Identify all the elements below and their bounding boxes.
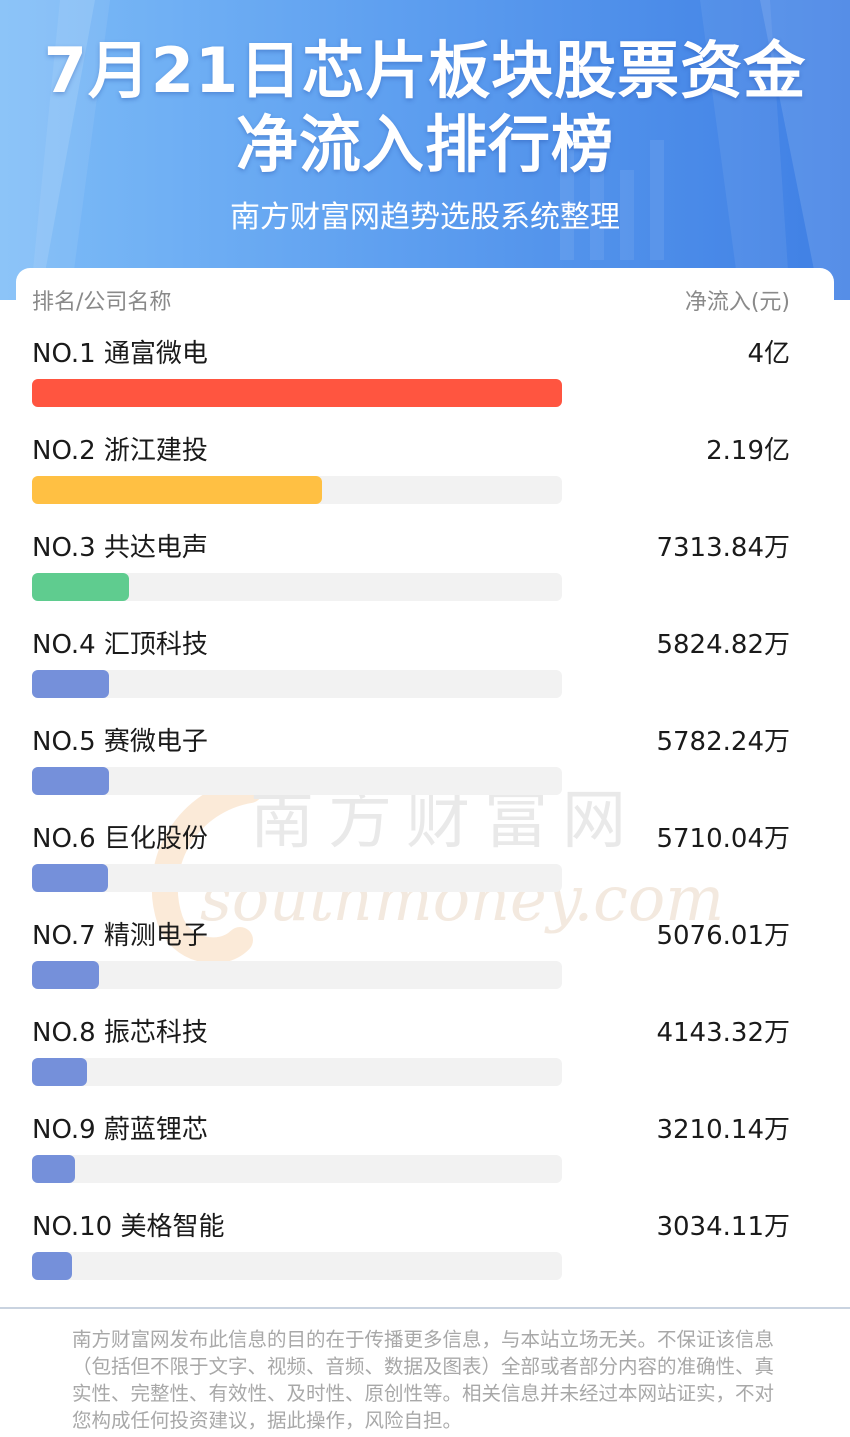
bar xyxy=(32,670,110,698)
bar-track xyxy=(32,379,562,407)
bar-category-label: NO.4 汇顶科技 xyxy=(32,630,208,660)
bar-track xyxy=(32,573,562,601)
bar xyxy=(32,767,109,795)
bar-value-label: 5076.01万 xyxy=(656,921,790,951)
bar-category-label: NO.5 赛微电子 xyxy=(32,727,208,757)
watermark-logo: 南方财富网 southmoney.com xyxy=(151,777,724,964)
bar-track xyxy=(32,670,562,698)
bar-track xyxy=(32,1252,562,1280)
bar xyxy=(32,1155,75,1183)
header-decoration xyxy=(0,0,850,300)
bar xyxy=(32,476,323,504)
bar-value-label: 5824.82万 xyxy=(656,630,790,660)
bar-track xyxy=(32,767,562,795)
footer-divider xyxy=(0,1307,850,1309)
bar-category-label: NO.8 振芯科技 xyxy=(32,1018,208,1048)
bar-category-label: NO.3 共达电声 xyxy=(32,533,208,563)
bar xyxy=(32,864,108,892)
column-header-rank-company: 排名/公司名称 xyxy=(32,290,172,315)
bar xyxy=(32,961,100,989)
bar-value-label: 4143.32万 xyxy=(656,1018,790,1048)
bar-category-label: NO.9 蔚蓝锂芯 xyxy=(32,1115,208,1145)
bar-track xyxy=(32,864,562,892)
disclaimer-text: 南方财富网发布此信息的目的在于传播更多信息，与本站立场无关。不保证该信息（包括但… xyxy=(72,1328,775,1432)
bar-track xyxy=(32,476,562,504)
bar-category-label: NO.6 巨化股份 xyxy=(32,824,208,854)
bar-track xyxy=(32,1155,562,1183)
bar-value-label: 4亿 xyxy=(747,339,790,369)
bar-value-label: 5710.04万 xyxy=(656,824,790,854)
bar-value-label: 7313.84万 xyxy=(656,533,790,563)
bar-value-label: 3210.14万 xyxy=(656,1115,790,1145)
column-header-net-inflow: 净流入(元) xyxy=(684,290,790,315)
bar xyxy=(32,1058,87,1086)
bar-value-label: 2.19亿 xyxy=(706,436,790,466)
header-banner: 7月21日芯片板块股票资金 净流入排行榜 南方财富网趋势选股系统整理 xyxy=(0,0,850,300)
page-title-line1: 7月21日芯片板块股票资金 xyxy=(43,34,807,107)
bar xyxy=(32,379,562,407)
bar-value-label: 3034.11万 xyxy=(656,1212,790,1242)
bar-category-label: NO.2 浙江建投 xyxy=(32,436,208,466)
bar-category-label: NO.7 精测电子 xyxy=(32,921,208,951)
page-title-line2: 净流入排行榜 xyxy=(235,108,614,181)
bar-track xyxy=(32,1058,562,1086)
bar xyxy=(32,573,129,601)
bar-value-label: 5782.24万 xyxy=(656,727,790,757)
bar xyxy=(32,1252,73,1280)
watermark-cn: 南方财富网 xyxy=(250,784,640,858)
bar-track xyxy=(32,961,562,989)
bar-category-label: NO.1 通富微电 xyxy=(32,339,208,369)
page-subtitle: 南方财富网趋势选股系统整理 xyxy=(230,200,620,235)
bar-category-label: NO.10 美格智能 xyxy=(32,1212,225,1242)
